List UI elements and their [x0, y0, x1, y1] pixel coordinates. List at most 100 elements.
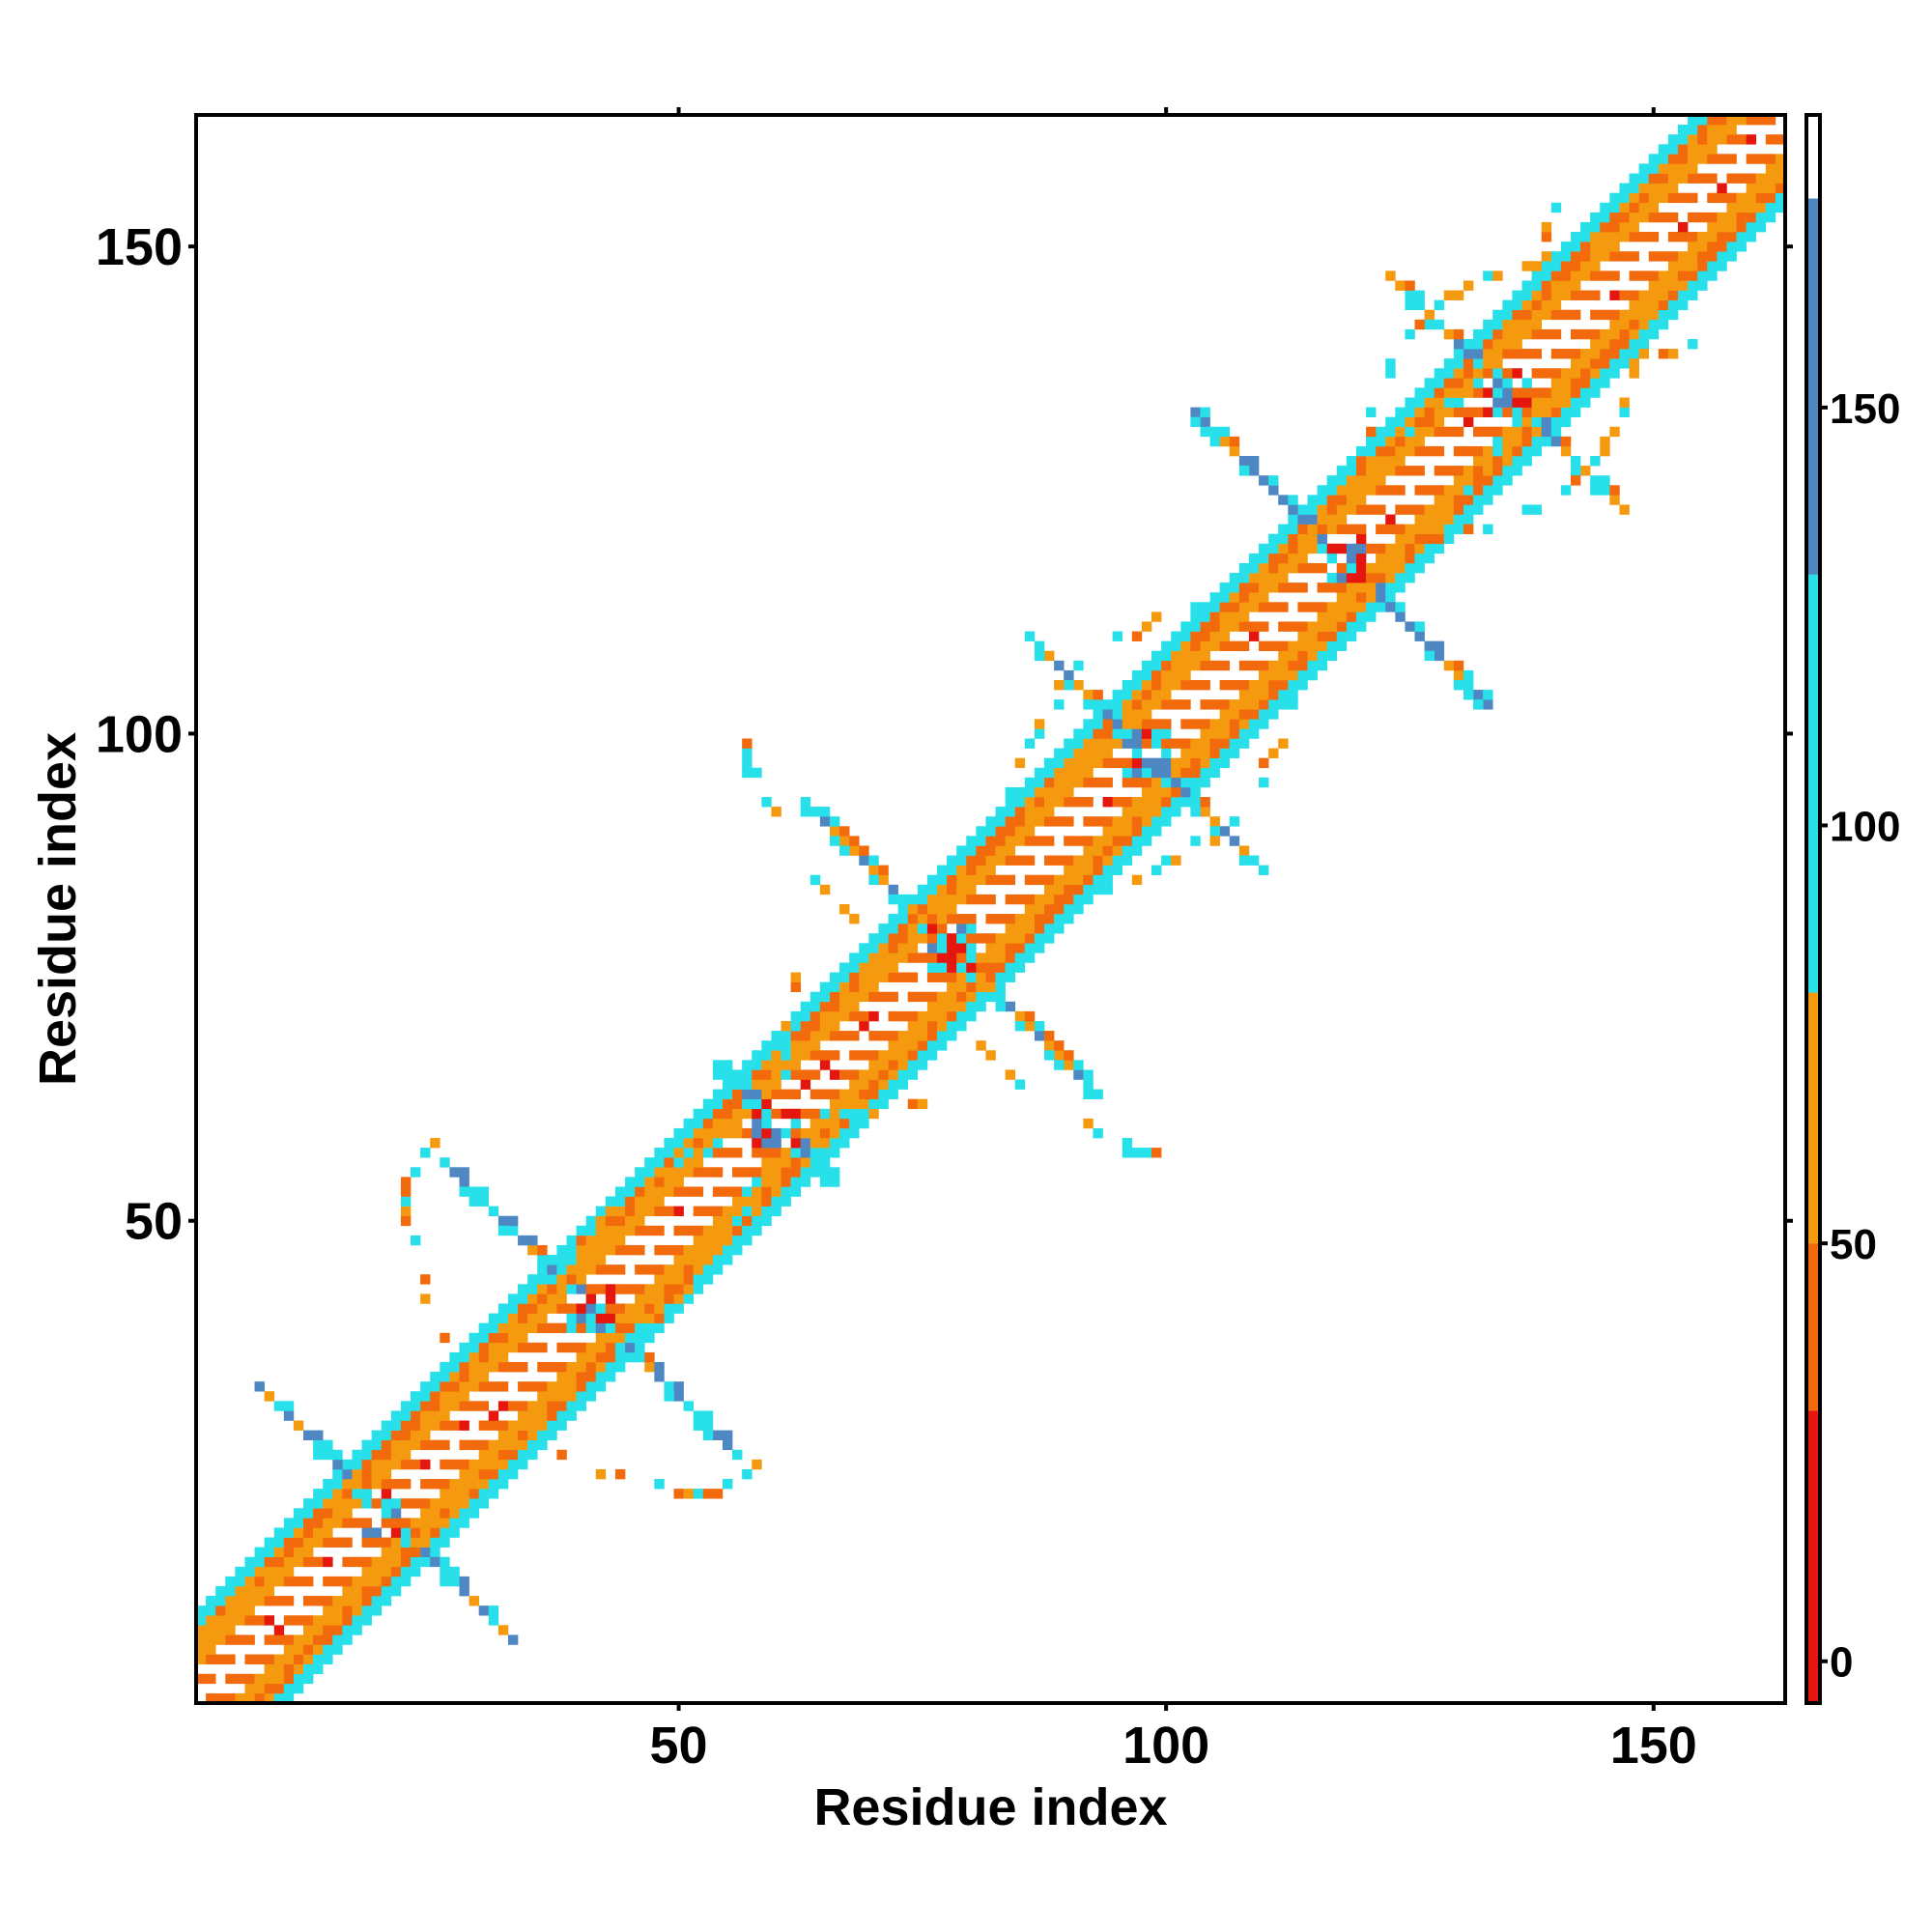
- heatmap-cell: [781, 1089, 791, 1099]
- heatmap-cell: [1297, 679, 1308, 691]
- heatmap-cell: [1326, 514, 1338, 525]
- heatmap-cell: [1219, 611, 1231, 622]
- heatmap-cell: [235, 1605, 245, 1616]
- heatmap-cell: [1014, 826, 1026, 837]
- heatmap-cell: [702, 1098, 714, 1110]
- heatmap-cell: [1726, 154, 1737, 164]
- heatmap-cell: [1131, 845, 1143, 856]
- heatmap-cell: [790, 1177, 801, 1187]
- heatmap-cell: [1453, 378, 1464, 388]
- heatmap-cell: [527, 1313, 538, 1323]
- heatmap-cell: [576, 1391, 586, 1402]
- heatmap-cell: [625, 1313, 636, 1323]
- heatmap-cell: [1424, 524, 1435, 534]
- heatmap-cell: [1541, 290, 1552, 300]
- heatmap-cell: [1083, 884, 1094, 895]
- heatmap-cell: [1083, 874, 1094, 886]
- heatmap-cell: [1229, 728, 1240, 739]
- heatmap-cell: [752, 1215, 762, 1227]
- heatmap-cell: [1288, 640, 1298, 652]
- heatmap-cell: [1414, 407, 1425, 417]
- heatmap-cell: [1580, 242, 1591, 252]
- heatmap-cell: [1424, 319, 1435, 330]
- heatmap-cell: [614, 1235, 626, 1246]
- heatmap-cell: [868, 1060, 879, 1070]
- heatmap-cell: [293, 1663, 304, 1675]
- heatmap-cell: [722, 1439, 733, 1451]
- heatmap-cell: [1385, 270, 1396, 281]
- heatmap-cell: [206, 1605, 216, 1616]
- heatmap-cell: [293, 1547, 304, 1558]
- heatmap-cell: [459, 1401, 469, 1411]
- heatmap-cell: [966, 981, 977, 993]
- heatmap-cell: [888, 943, 898, 953]
- heatmap-cell: [995, 962, 1006, 973]
- heatmap-cell: [771, 1127, 781, 1139]
- heatmap-cell: [752, 1060, 762, 1070]
- heatmap-cell: [702, 1244, 714, 1256]
- heatmap-cell: [888, 962, 898, 973]
- heatmap-cell: [947, 1001, 957, 1012]
- heatmap-cell: [1570, 368, 1581, 379]
- heatmap-cell: [605, 1264, 616, 1275]
- heatmap-cell: [1775, 192, 1786, 204]
- heatmap-cell: [430, 1420, 440, 1431]
- heatmap-cell: [352, 1468, 362, 1480]
- heatmap-cell: [497, 1439, 509, 1451]
- heatmap-cell: [595, 1381, 607, 1392]
- heatmap-cell: [400, 1410, 412, 1421]
- heatmap-cell: [839, 903, 850, 915]
- heatmap-cell: [1161, 816, 1172, 827]
- heatmap-cell: [1219, 621, 1231, 632]
- heatmap-cell: [1726, 125, 1737, 135]
- heatmap-cell: [1200, 699, 1210, 710]
- heatmap-cell: [1746, 192, 1757, 204]
- heatmap-cell: [469, 1361, 479, 1373]
- heatmap-cell: [644, 1206, 655, 1217]
- heatmap-cell: [352, 1615, 362, 1626]
- heatmap-cell: [1366, 543, 1377, 554]
- heatmap-cell: [683, 1264, 694, 1275]
- heatmap-cell: [800, 797, 811, 808]
- heatmap-cell: [1288, 650, 1298, 662]
- heatmap-cell: [849, 1118, 860, 1129]
- heatmap-cell: [985, 826, 996, 837]
- heatmap-cell: [1580, 349, 1591, 359]
- heatmap-cell: [1355, 524, 1367, 534]
- heatmap-cell: [868, 962, 879, 973]
- heatmap-cell: [1609, 309, 1620, 321]
- heatmap-cell: [449, 1351, 460, 1363]
- heatmap-cell: [654, 1148, 665, 1158]
- heatmap-cell: [1405, 436, 1415, 447]
- heatmap-cell: [1434, 543, 1445, 554]
- heatmap-cell: [1492, 426, 1503, 438]
- heatmap-cell: [966, 943, 977, 953]
- heatmap-cell: [1307, 602, 1318, 612]
- heatmap-cell: [966, 1001, 977, 1012]
- heatmap-cell: [1288, 690, 1298, 700]
- heatmap-cell: [907, 933, 919, 944]
- heatmap-cell: [1629, 319, 1639, 330]
- heatmap-cell: [742, 1235, 753, 1246]
- heatmap-cell: [926, 962, 938, 973]
- heatmap-cell: [1376, 456, 1386, 467]
- heatmap-cell: [1453, 504, 1464, 515]
- heatmap-cell: [1609, 328, 1620, 340]
- heatmap-cell: [566, 1361, 577, 1373]
- heatmap-cell: [1288, 621, 1298, 632]
- heatmap-cell: [1073, 738, 1084, 749]
- heatmap-cell: [1424, 426, 1435, 438]
- heatmap-cell: [1688, 154, 1698, 164]
- heatmap-cell: [459, 1391, 469, 1402]
- heatmap-cell: [917, 923, 928, 934]
- heatmap-cell: [1005, 855, 1016, 866]
- heatmap-cell: [878, 1031, 889, 1041]
- heatmap-cell: [1366, 485, 1377, 496]
- heatmap-cell: [1580, 387, 1591, 398]
- heatmap-cell: [1288, 582, 1298, 593]
- heatmap-cell: [693, 1138, 704, 1149]
- heatmap-cell: [839, 1089, 850, 1099]
- heatmap-cell: [1667, 261, 1679, 271]
- heatmap-cell: [215, 1585, 226, 1597]
- heatmap-cell: [1346, 582, 1357, 593]
